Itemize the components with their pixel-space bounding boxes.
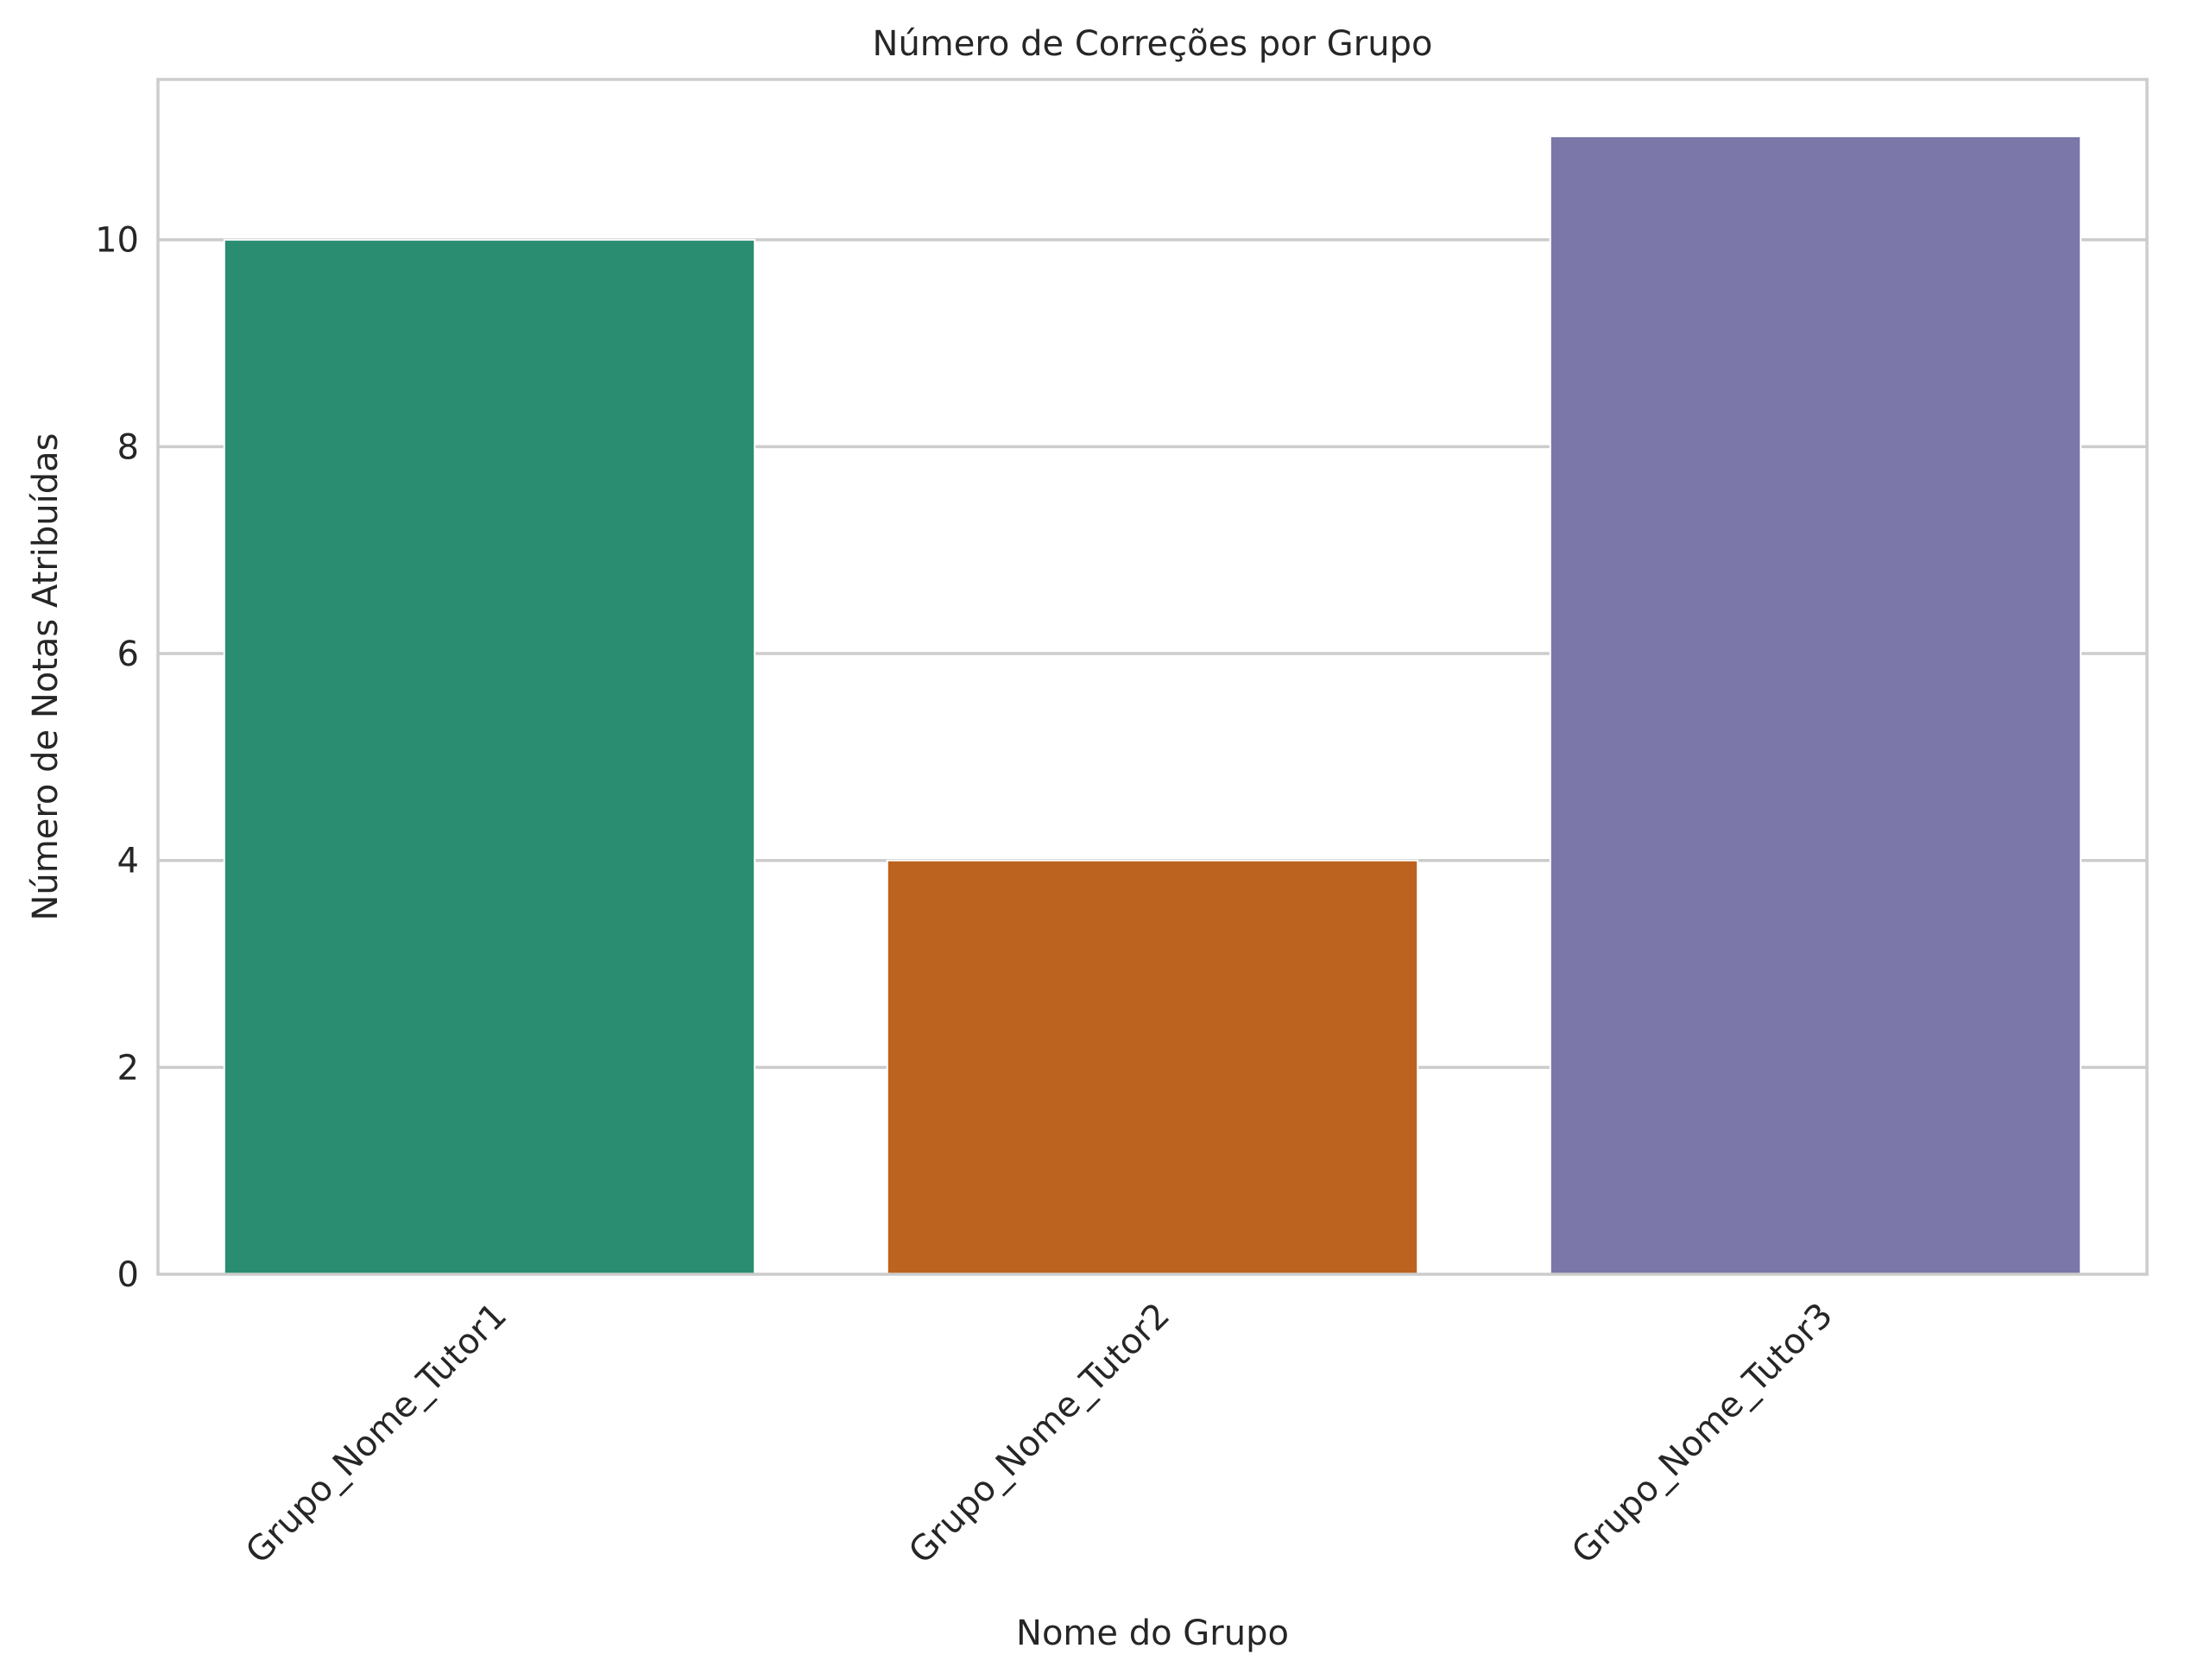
- x-axis-label: Nome do Grupo: [1016, 1614, 1289, 1653]
- bar: [886, 859, 1419, 1275]
- y-tick-label: 8: [117, 427, 139, 467]
- bar: [1549, 135, 2082, 1275]
- y-tick-label: 2: [117, 1048, 139, 1088]
- y-tick-labels: 0 2 4 6 8 10: [95, 221, 139, 1295]
- y-tick-label: 0: [117, 1255, 139, 1295]
- chart-title: Número de Correções por Grupo: [873, 24, 1433, 64]
- y-tick-label: 6: [117, 635, 139, 674]
- y-axis-label: Número de Notas Atribuídas: [26, 433, 66, 921]
- plot-frame: [156, 78, 2149, 1276]
- bars: [223, 135, 2082, 1276]
- y-tick-label: 4: [117, 842, 139, 881]
- y-tick-label: 10: [95, 221, 139, 261]
- bar: [223, 238, 756, 1276]
